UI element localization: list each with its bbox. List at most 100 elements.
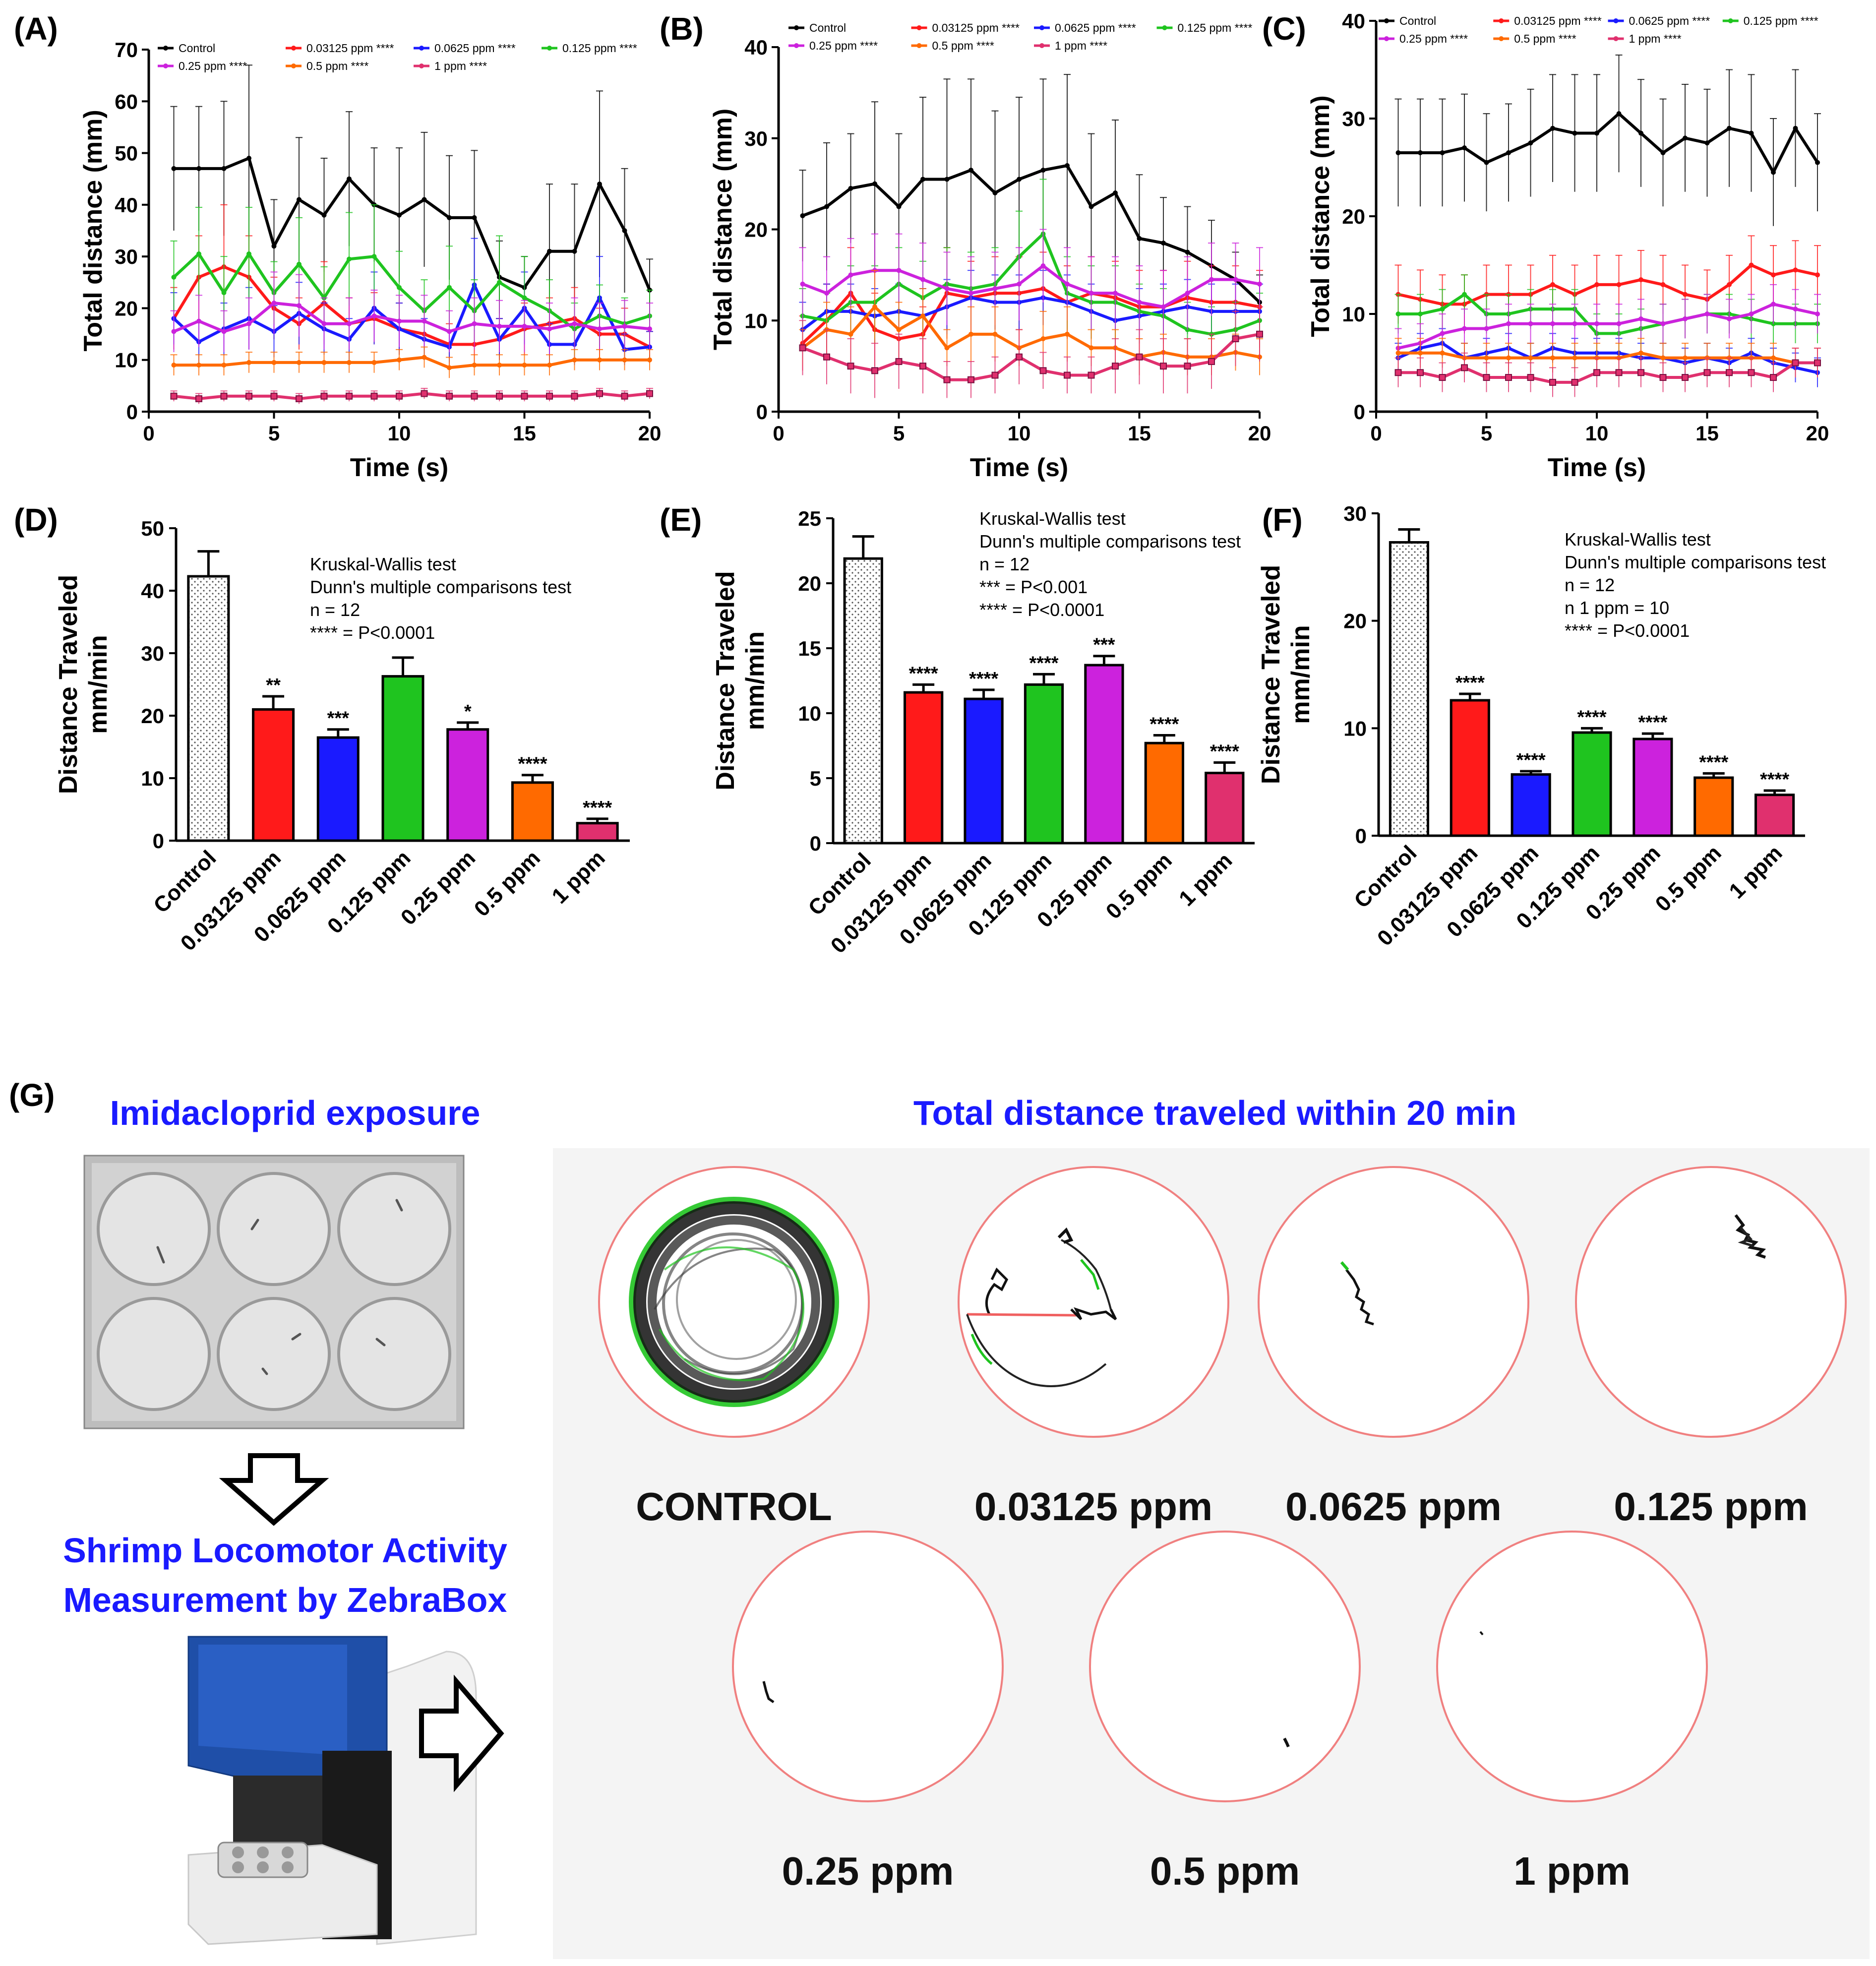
series-c003125: [170, 204, 653, 366]
y-axis-label-line1: Distance Traveled: [1257, 565, 1285, 784]
data-point: [1439, 374, 1446, 381]
data-point: [1771, 355, 1776, 361]
data-point: [848, 272, 853, 278]
data-point: [370, 392, 378, 400]
data-point: [1137, 300, 1142, 305]
legend: Control 0.03125 ppm **** 0.0625 ppm **** 0.…: [1379, 14, 1818, 45]
arena-0-125-ppm: [1575, 1166, 1847, 1438]
legend: Control 0.03125 ppm **** 0.0625 ppm **** 0.…: [158, 42, 637, 72]
data-point: [1749, 262, 1754, 268]
data-point: [1638, 316, 1643, 321]
data-point: [1089, 291, 1094, 296]
legend-label: 0.25 ppm ****: [1399, 32, 1468, 45]
category-label: 0.5 ppm: [470, 846, 545, 921]
bar: [252, 708, 295, 842]
data-point: [920, 277, 925, 282]
distance-title: Total distance traveled within 20 min: [913, 1094, 1516, 1132]
stats-annotation: Dunn's multiple comparisons test: [1565, 552, 1826, 572]
data-point: [1749, 311, 1754, 316]
category-label: 1 ppm: [1724, 841, 1787, 903]
data-point: [1483, 374, 1490, 381]
y-tick-label: 10: [115, 349, 138, 372]
x-tick-label: 5: [268, 422, 280, 445]
legend-label: 0.125 ppm ****: [1744, 14, 1818, 27]
legend: Control 0.03125 ppm **** 0.0625 ppm **** 0.…: [788, 21, 1252, 52]
data-point: [1594, 321, 1599, 326]
data-point: [397, 212, 402, 218]
legend-label: 0.125 ppm ****: [1178, 21, 1253, 34]
data-point: [1528, 321, 1533, 326]
data-point: [1660, 282, 1666, 287]
stats-annotation: **** = P<0.0001: [310, 622, 435, 643]
stats-annotation: n = 12: [1565, 575, 1615, 595]
data-point: [1792, 359, 1799, 367]
data-point: [1256, 330, 1263, 338]
data-point: [1462, 145, 1467, 151]
data-point: [246, 156, 251, 161]
data-point: [597, 357, 602, 363]
significance-label: ****: [1455, 673, 1485, 693]
data-point: [1616, 282, 1622, 287]
data-point: [422, 318, 427, 324]
data-point: [1418, 311, 1423, 316]
legend-label: Control: [1399, 14, 1436, 27]
data-point: [896, 268, 902, 273]
data-point: [572, 357, 577, 363]
data-point: [1136, 353, 1143, 361]
data-point: [1418, 150, 1423, 155]
bar: [381, 675, 424, 842]
y-tick-label: 10: [141, 767, 164, 790]
data-point: [992, 331, 998, 337]
data-point: [944, 177, 950, 182]
data-point: [1484, 355, 1489, 361]
data-point: [872, 181, 877, 186]
right-arrow-icon: [419, 1674, 504, 1792]
x-tick-label: 0: [143, 422, 154, 445]
bar: [187, 575, 230, 842]
data-point: [1506, 150, 1511, 155]
data-point: [421, 390, 428, 397]
data-point: [245, 392, 252, 400]
y-tick-label: 0: [126, 400, 138, 424]
down-arrow-icon: [219, 1453, 329, 1526]
data-point: [347, 321, 352, 326]
series-line: [802, 332, 1260, 381]
data-point: [848, 331, 853, 337]
y-tick-label: 20: [798, 572, 821, 595]
data-point: [546, 392, 553, 400]
data-point: [1771, 302, 1776, 307]
data-point: [221, 290, 227, 296]
data-point: [1660, 355, 1666, 361]
data-point: [622, 228, 627, 233]
legend-marker: [794, 43, 799, 48]
y-tick-label: 20: [115, 297, 138, 320]
bar: [1144, 741, 1185, 845]
data-point: [943, 376, 951, 383]
significance-label: ****: [1150, 714, 1179, 735]
data-point: [1704, 311, 1710, 316]
series-line: [174, 392, 650, 400]
six-well-plate-image: [83, 1155, 465, 1429]
y-tick-label: 0: [153, 829, 164, 853]
data-point: [195, 395, 202, 402]
data-point: [1771, 170, 1776, 175]
data-point: [1017, 281, 1022, 287]
series-line: [1397, 263, 1818, 306]
x-tick-label: 5: [893, 422, 905, 445]
data-point: [347, 176, 352, 182]
data-point: [621, 392, 628, 400]
data-point: [1703, 369, 1711, 376]
panel-label: (B): [660, 11, 704, 47]
data-point: [397, 318, 402, 324]
legend-label: Control: [809, 21, 846, 34]
x-axis-label: Time (s): [970, 453, 1068, 482]
data-point: [968, 331, 973, 337]
data-point: [196, 363, 201, 368]
zebrabox-title-line2: Measurement by ZebraBox: [63, 1581, 507, 1619]
y-tick-label: 0: [1355, 824, 1367, 848]
stats-annotation: Dunn's multiple comparisons test: [310, 577, 571, 597]
panel-label: (E): [660, 502, 702, 538]
line-chart-b: (B) 0 5 10 15 20 0 10 20 30 40 Time (s) Total distan…: [660, 11, 1271, 482]
significance-label: ****: [1516, 750, 1546, 771]
